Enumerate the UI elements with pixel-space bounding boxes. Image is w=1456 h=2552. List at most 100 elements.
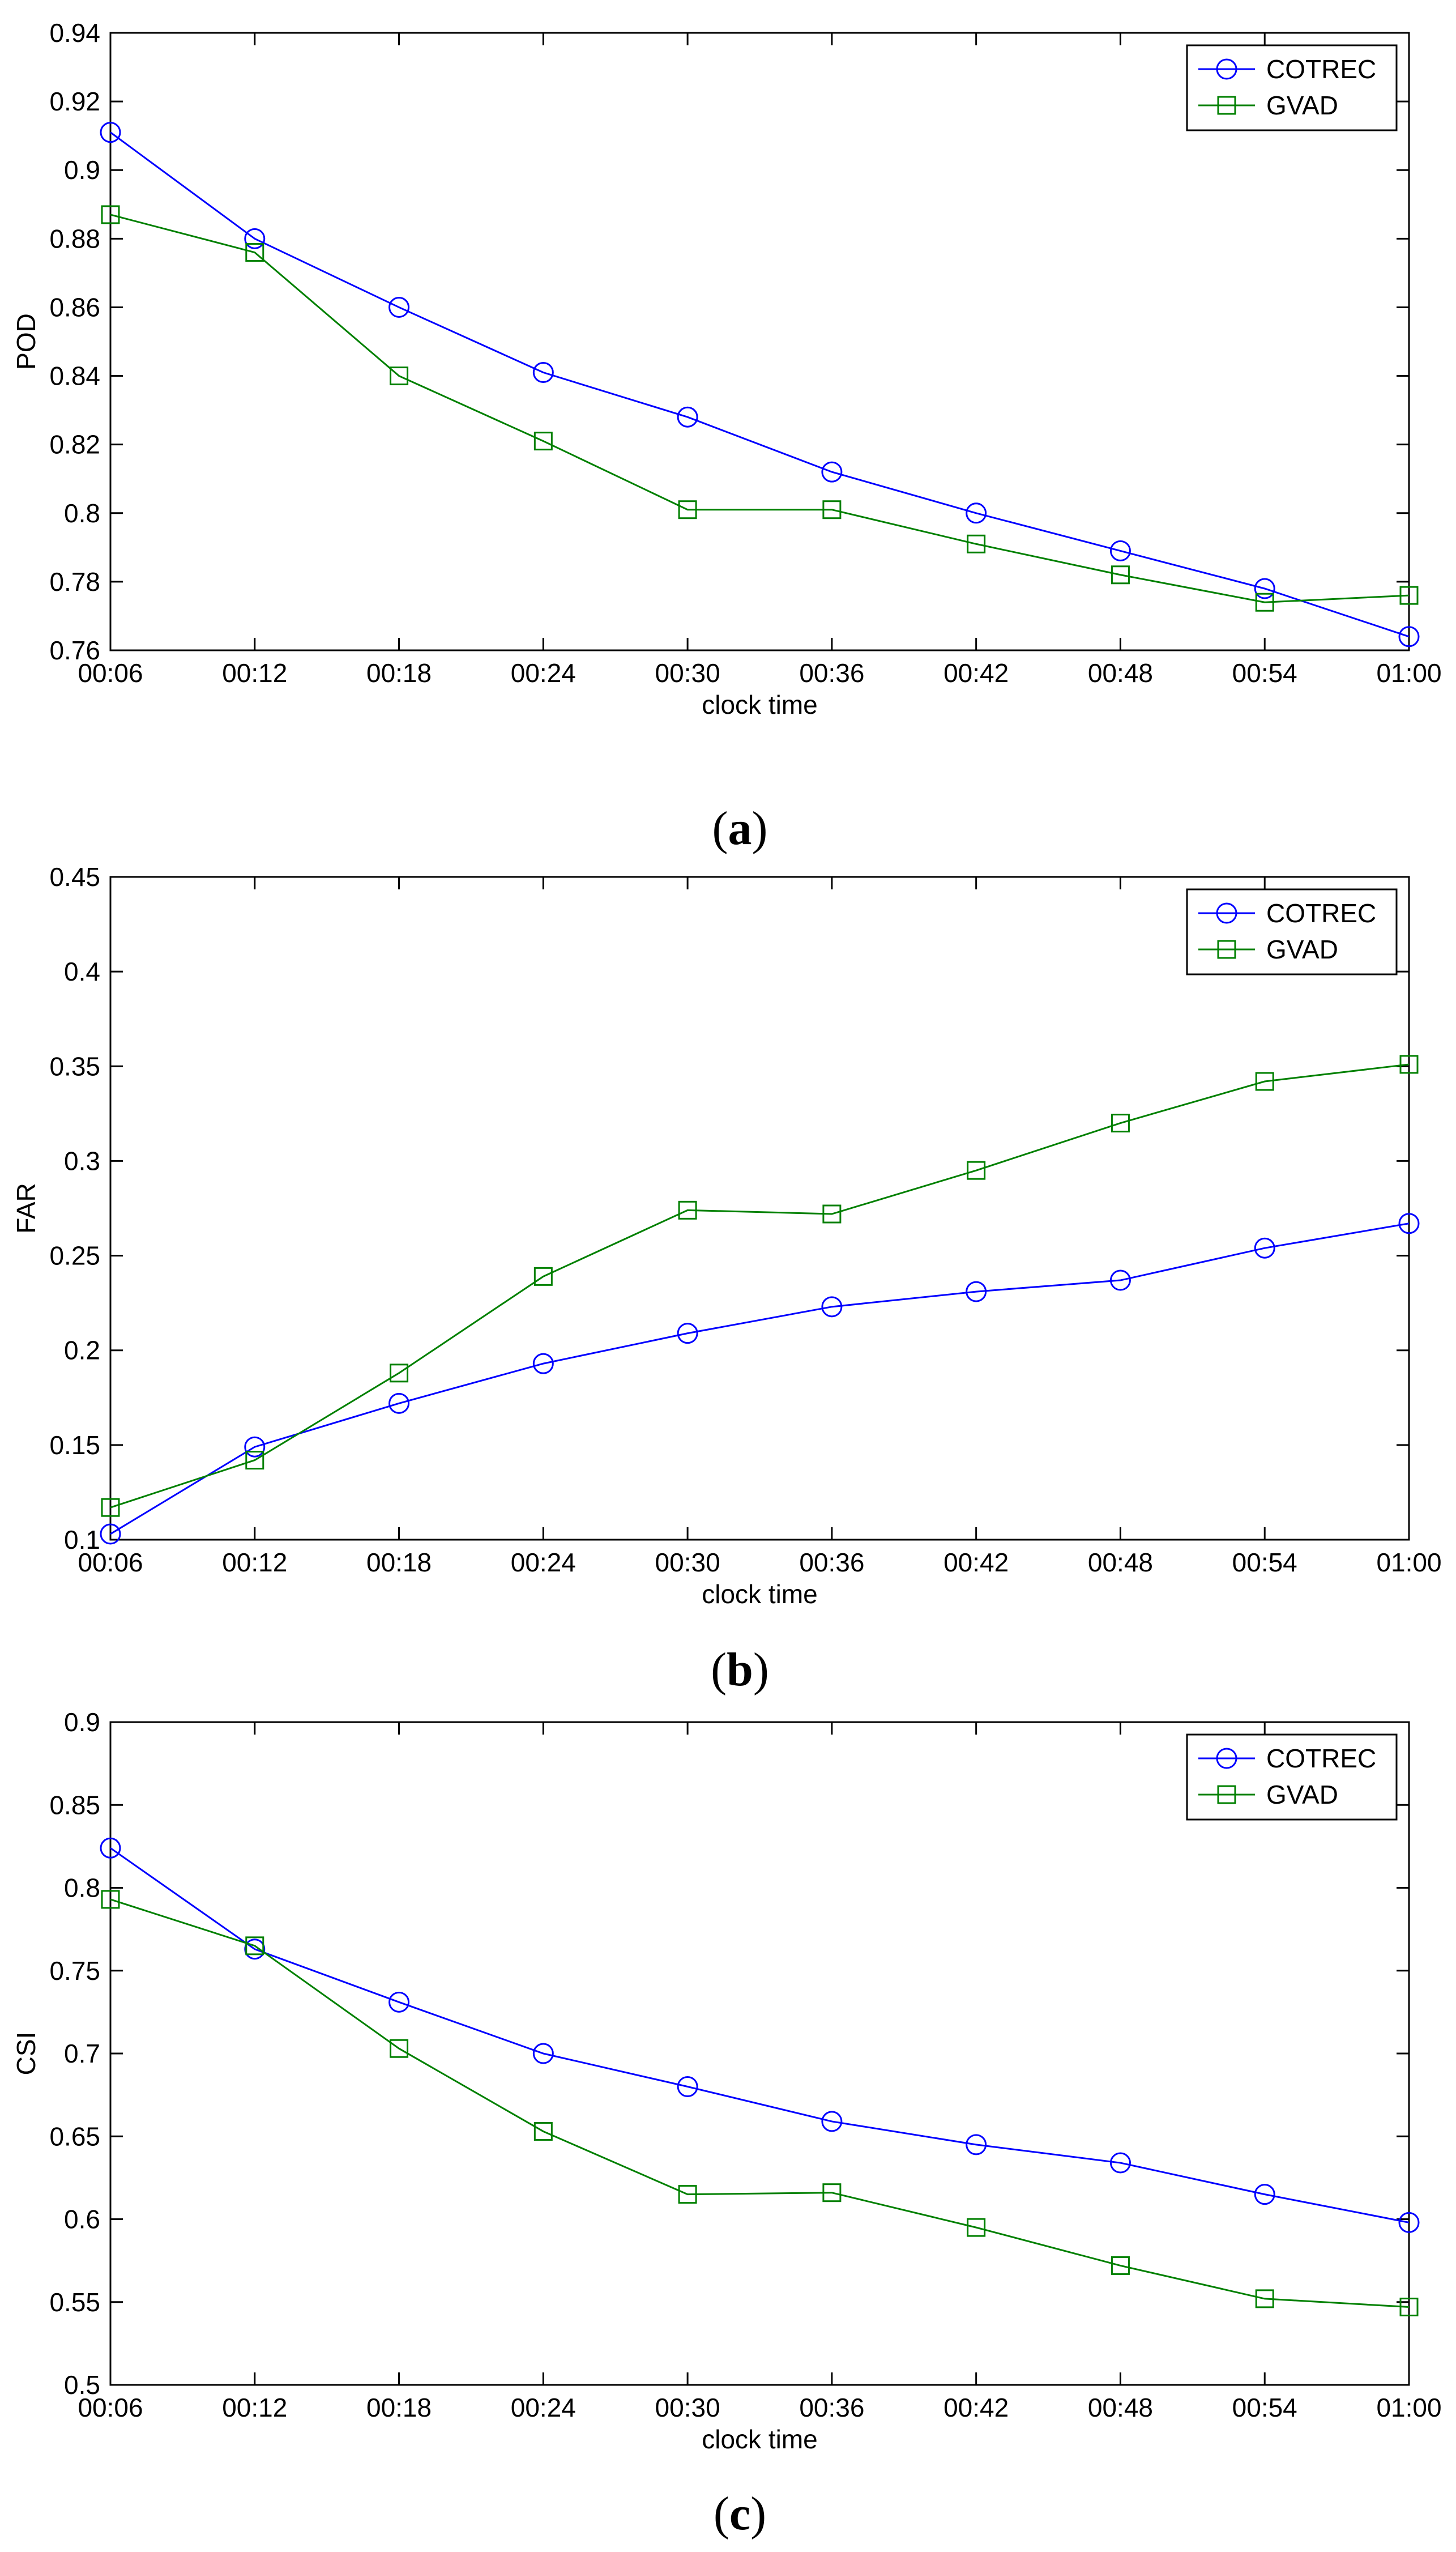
panel-label-close: ) bbox=[753, 1643, 769, 1696]
data-point-cotrec bbox=[1398, 2212, 1420, 2233]
y-tick-label: 0.5 bbox=[64, 2370, 100, 2400]
data-point-cotrec bbox=[1109, 1269, 1131, 1291]
y-tick-label: 0.45 bbox=[49, 862, 100, 892]
y-tick-label: 0.9 bbox=[64, 155, 100, 185]
data-point-gvad bbox=[1111, 1114, 1130, 1133]
legend-marker-gvad bbox=[1217, 96, 1236, 115]
data-point-cotrec bbox=[532, 2043, 554, 2064]
x-tick-label: 00:48 bbox=[1088, 658, 1153, 688]
legend: COTREC GVAD bbox=[1186, 888, 1398, 975]
panel-label-open: ( bbox=[714, 2487, 729, 2540]
data-point-cotrec bbox=[100, 122, 121, 143]
data-point-cotrec bbox=[966, 2134, 987, 2155]
y-tick-label: 0.7 bbox=[64, 2039, 100, 2068]
data-point-gvad bbox=[967, 1161, 986, 1180]
y-tick-label: 0.15 bbox=[49, 1430, 100, 1460]
x-tick-label: 00:12 bbox=[222, 1548, 287, 1577]
y-tick-label: 0.2 bbox=[64, 1336, 100, 1365]
y-tick-label: 0.86 bbox=[49, 292, 100, 322]
y-tick-label: 0.84 bbox=[49, 361, 100, 391]
data-point-cotrec bbox=[532, 1353, 554, 1374]
legend-box bbox=[1186, 888, 1398, 975]
data-point-cotrec bbox=[821, 1296, 843, 1318]
x-tick-label: 00:48 bbox=[1088, 1548, 1153, 1577]
data-point-gvad bbox=[678, 500, 697, 519]
y-tick-label: 0.9 bbox=[64, 1707, 100, 1737]
data-point-cotrec bbox=[1254, 1237, 1275, 1259]
y-tick-label: 0.75 bbox=[49, 1956, 100, 1986]
y-tick-label: 0.3 bbox=[64, 1146, 100, 1175]
data-point-cotrec bbox=[677, 2076, 698, 2097]
plot-area-frame bbox=[109, 876, 1410, 1541]
legend-label-gvad: GVAD bbox=[1266, 935, 1338, 964]
data-point-gvad bbox=[101, 205, 120, 224]
x-axis-label: clock time bbox=[702, 690, 817, 719]
data-point-gvad bbox=[1111, 2256, 1130, 2275]
series-line-cotrec bbox=[110, 131, 1410, 638]
x-tick-label: 00:24 bbox=[511, 658, 576, 688]
x-tick-label: 00:30 bbox=[655, 2393, 720, 2422]
legend-marker-cotrec bbox=[1216, 902, 1237, 924]
data-point-gvad bbox=[533, 432, 553, 451]
data-point-gvad bbox=[822, 2183, 842, 2202]
x-tick-label: 00:18 bbox=[366, 1548, 432, 1577]
data-point-cotrec bbox=[1254, 2184, 1275, 2205]
data-point-gvad bbox=[245, 243, 264, 262]
legend-label-cotrec: COTREC bbox=[1266, 54, 1376, 84]
panel-label-open: ( bbox=[711, 1643, 727, 1696]
y-tick-label: 0.8 bbox=[64, 1873, 100, 1903]
x-tick-label: 01:00 bbox=[1376, 2393, 1441, 2422]
legend: COTREC GVAD bbox=[1186, 44, 1398, 131]
x-axis-label: clock time bbox=[702, 1579, 817, 1609]
y-tick-label: 0.88 bbox=[49, 224, 100, 253]
legend-marker-cotrec bbox=[1216, 58, 1237, 80]
data-point-cotrec bbox=[966, 1281, 987, 1302]
data-point-gvad bbox=[390, 2039, 409, 2058]
y-tick-label: 0.55 bbox=[49, 2287, 100, 2317]
x-tick-label: 00:30 bbox=[655, 1548, 720, 1577]
y-tick-label: 0.8 bbox=[64, 499, 100, 528]
y-tick-label: 0.25 bbox=[49, 1241, 100, 1271]
y-tick-label: 0.35 bbox=[49, 1051, 100, 1081]
series-cotrec bbox=[100, 122, 1420, 647]
x-tick-label: 00:54 bbox=[1232, 2393, 1297, 2422]
y-tick-label: 0.65 bbox=[49, 2121, 100, 2151]
data-point-gvad bbox=[678, 2185, 697, 2204]
panel-label-letter: c bbox=[729, 2487, 750, 2540]
x-tick-label: 00:42 bbox=[943, 2393, 1009, 2422]
x-tick-label: 00:12 bbox=[222, 2393, 287, 2422]
data-point-cotrec bbox=[100, 1523, 121, 1545]
y-tick-label: 0.76 bbox=[49, 636, 100, 665]
data-point-gvad bbox=[822, 1204, 842, 1224]
data-point-gvad bbox=[678, 1200, 697, 1220]
series-cotrec bbox=[100, 1213, 1420, 1545]
y-tick-label: 0.82 bbox=[49, 430, 100, 459]
data-point-cotrec bbox=[821, 461, 843, 483]
data-point-gvad bbox=[533, 2121, 553, 2141]
y-tick-label: 0.1 bbox=[64, 1525, 100, 1554]
x-tick-label: 00:36 bbox=[799, 2393, 864, 2422]
data-point-cotrec bbox=[821, 2111, 843, 2132]
series-gvad bbox=[101, 1890, 1419, 2317]
data-point-cotrec bbox=[388, 1991, 410, 2013]
y-axis-label: POD bbox=[11, 313, 41, 370]
data-point-gvad bbox=[1111, 565, 1130, 585]
data-point-cotrec bbox=[388, 1392, 410, 1414]
data-point-cotrec bbox=[1398, 626, 1420, 647]
series-line-gvad bbox=[110, 1063, 1410, 1509]
y-tick-label: 0.85 bbox=[49, 1790, 100, 1820]
y-tick-label: 0.4 bbox=[64, 957, 100, 986]
data-point-cotrec bbox=[244, 1939, 266, 1960]
chart-panel-c: 0.5 0.55 0.6 0.65 0.7 0.75 0.8 0.85 0.9 00:06 00:1… bbox=[11, 1707, 1442, 2540]
x-tick-label: 01:00 bbox=[1376, 658, 1441, 688]
x-tick-label: 00:18 bbox=[366, 2393, 432, 2422]
y-tick-label: 0.78 bbox=[49, 567, 100, 597]
data-point-cotrec bbox=[388, 296, 410, 318]
x-tick-label: 00:48 bbox=[1088, 2393, 1153, 2422]
x-tick-label: 00:06 bbox=[78, 1548, 143, 1577]
data-point-gvad bbox=[1255, 1072, 1274, 1091]
data-point-gvad bbox=[101, 1498, 120, 1517]
x-tick-label: 00:06 bbox=[78, 658, 143, 688]
legend: COTREC GVAD bbox=[1186, 1733, 1398, 1821]
